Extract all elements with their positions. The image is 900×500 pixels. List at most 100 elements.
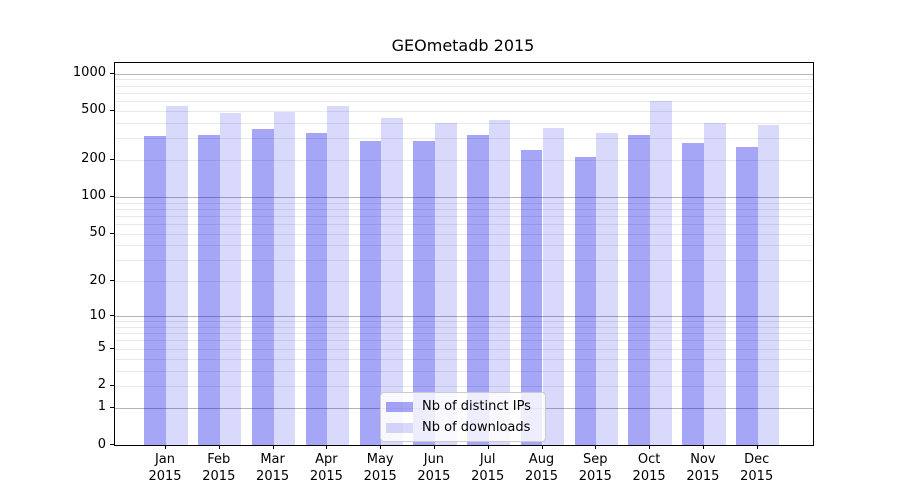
legend-label-downloads: Nb of downloads [422,420,531,435]
minor-gridline [115,370,813,372]
bar-downloads [219,113,242,445]
x-tick-label: Oct 2015 [632,452,666,484]
bar-downloads [327,106,350,445]
x-tick-mark [541,445,543,449]
bar-distinct-ips [251,128,274,445]
y-tick-mark [110,280,114,282]
legend-swatch-distinct-ips [386,401,413,412]
x-tick-mark [165,445,166,449]
y-tick-mark [110,347,114,349]
major-gridline [115,196,813,198]
x-tick-label: Aug 2015 [524,452,559,484]
x-tick-label: Jan 2015 [148,452,182,484]
x-tick-label: May 2015 [363,452,397,484]
x-tick-mark [326,445,328,449]
y-tick-label: 5 [97,340,106,356]
y-tick-mark [110,109,114,111]
bar-downloads [757,124,780,445]
minor-gridline [115,122,813,124]
major-gridline [115,316,813,318]
minor-gridline [115,245,813,247]
bar-distinct-ips [628,134,651,445]
minor-gridline [115,326,813,328]
x-tick-mark [702,445,704,449]
chart-title: GEOmetadb 2015 [391,36,535,55]
bar-downloads [434,123,457,445]
legend-swatch-downloads [386,422,413,433]
minor-gridline [115,208,813,210]
x-tick-mark [649,445,651,449]
bar-downloads [273,111,296,445]
y-tick-mark [110,158,114,160]
bar-downloads [488,119,511,445]
y-tick-mark [110,195,114,197]
minor-gridline [115,138,813,140]
x-tick-label: Mar 2015 [256,452,290,484]
y-tick-mark [110,444,114,445]
y-tick-label: 500 [81,102,106,118]
y-tick-label: 1000 [72,65,106,80]
minor-gridline [115,233,813,235]
x-tick-label: Apr 2015 [309,452,343,484]
minor-gridline [115,79,813,81]
chart-legend: Nb of distinct IPs Nb of downloads [380,392,546,442]
y-tick-mark [110,72,114,74]
bar-distinct-ips [305,133,328,445]
y-tick-mark [110,406,114,408]
x-tick-mark [218,445,220,449]
bar-downloads [166,106,188,445]
legend-item-distinct-ips: Nb of distinct IPs [386,399,537,414]
minor-gridline [115,321,813,323]
bar-distinct-ips [574,157,597,445]
bar-downloads [650,100,672,445]
y-tick-mark [110,315,114,317]
bar-downloads [596,132,618,445]
y-tick-label: 1 [97,399,106,415]
minor-gridline [115,110,813,112]
x-tick-label: Sep 2015 [578,452,612,484]
minor-gridline [115,260,813,262]
minor-gridline [115,215,813,217]
plot-area: Nb of distinct IPs Nb of downloads [114,62,814,446]
y-tick-label: 50 [89,225,106,241]
minor-gridline [115,85,813,87]
x-tick-mark [756,445,758,449]
bar-downloads [381,117,403,445]
minor-gridline [115,92,813,94]
legend-label-distinct-ips: Nb of distinct IPs [422,399,531,414]
bar-downloads [542,127,565,445]
minor-gridline [115,224,813,225]
minor-gridline [115,101,813,102]
bar-distinct-ips [359,140,382,445]
bar-distinct-ips [736,147,758,445]
y-tick-mark [110,384,114,386]
x-tick-label: Nov 2015 [686,452,720,484]
x-tick-mark [380,445,382,449]
y-tick-label: 2 [97,377,106,393]
bar-distinct-ips [467,134,489,445]
minor-gridline [115,281,813,283]
y-tick-mark [110,232,114,234]
y-tick-label: 200 [81,151,106,167]
minor-gridline [115,159,813,161]
legend-item-downloads: Nb of downloads [386,420,537,435]
bar-distinct-ips [520,149,543,445]
x-tick-mark [272,445,274,449]
x-tick-mark [595,445,597,449]
minor-gridline [115,202,813,204]
bar-distinct-ips [144,136,166,445]
y-tick-label: 20 [89,272,106,288]
bar-distinct-ips [413,140,435,445]
x-tick-label: Dec 2015 [740,452,774,484]
y-tick-label: 0 [97,436,106,452]
x-tick-mark [433,445,435,449]
major-gridline [115,73,813,75]
x-tick-label: Jun 2015 [417,452,451,484]
bar-distinct-ips [682,143,704,445]
minor-gridline [115,385,813,387]
bar-distinct-ips [198,135,220,445]
y-tick-label: 10 [89,307,106,323]
bar-downloads [703,122,726,445]
x-tick-mark [487,445,489,449]
